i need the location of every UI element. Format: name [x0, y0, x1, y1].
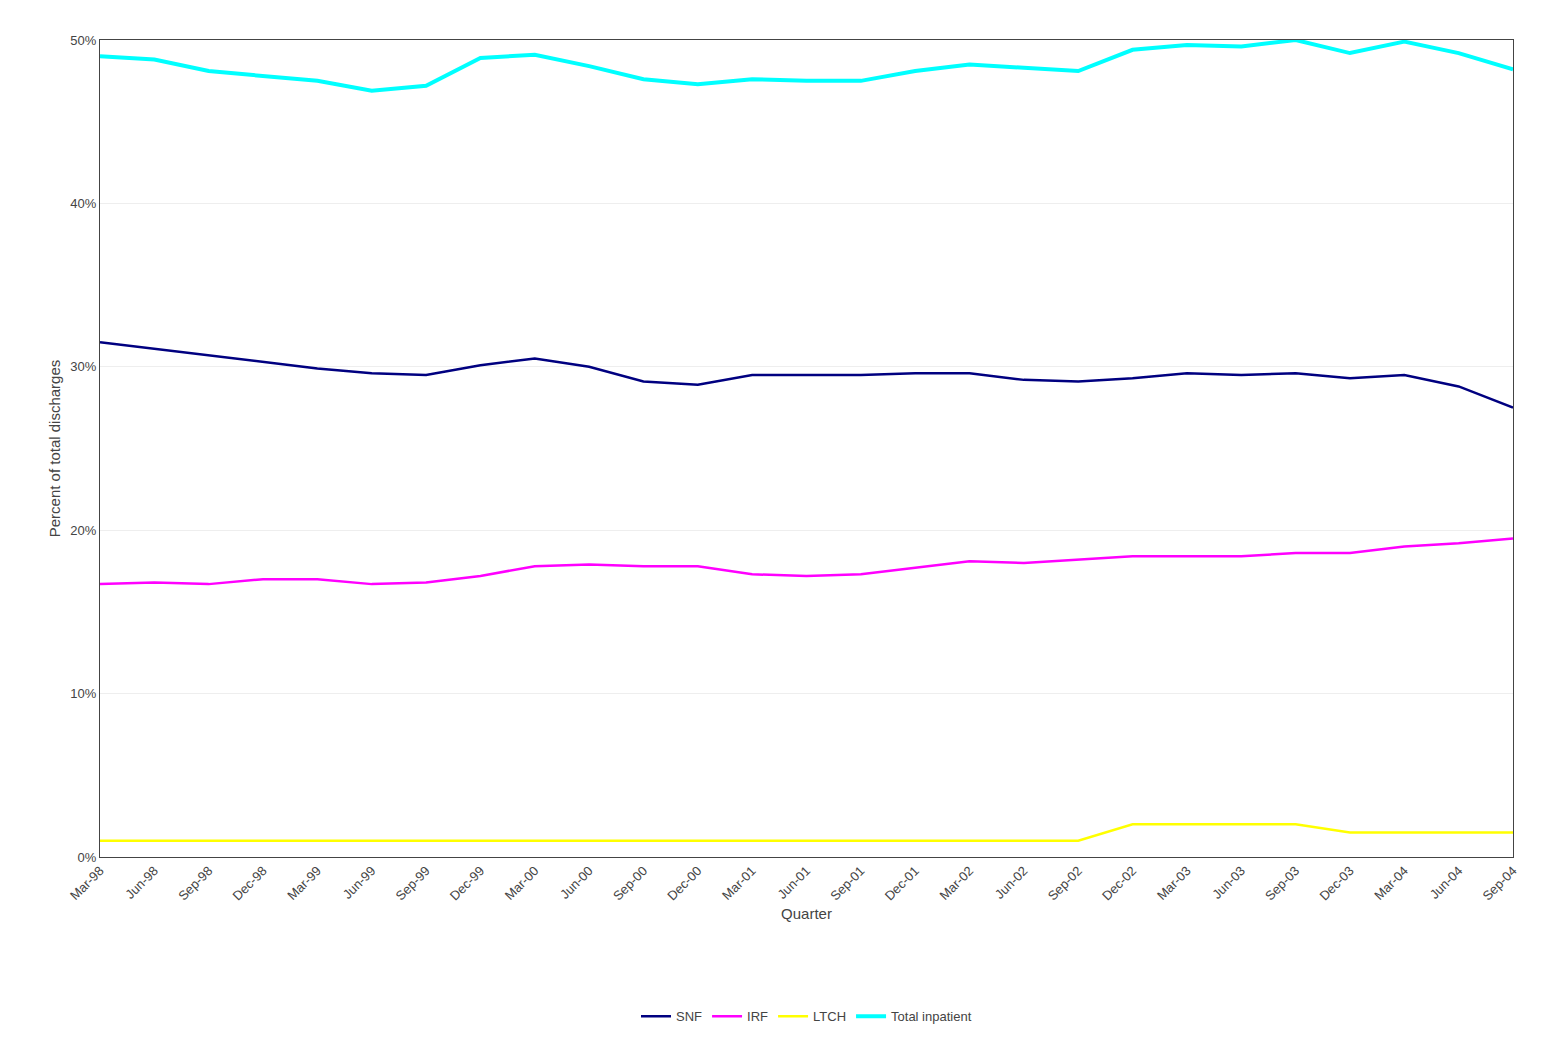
svg-text:Sep-04: Sep-04: [1479, 863, 1519, 903]
svg-text:Jun-02: Jun-02: [992, 863, 1031, 902]
svg-text:LTCH: LTCH: [813, 1009, 846, 1024]
svg-text:Mar-01: Mar-01: [719, 863, 759, 903]
svg-text:Mar-99: Mar-99: [284, 863, 324, 903]
svg-text:Mar-04: Mar-04: [1371, 863, 1411, 903]
svg-text:Mar-00: Mar-00: [502, 863, 542, 903]
svg-text:Jun-01: Jun-01: [775, 863, 814, 902]
svg-text:Sep-98: Sep-98: [175, 863, 215, 903]
svg-text:Mar-03: Mar-03: [1154, 863, 1194, 903]
svg-text:Sep-02: Sep-02: [1045, 863, 1085, 903]
svg-text:Dec-00: Dec-00: [664, 863, 704, 903]
svg-text:Total inpatient: Total inpatient: [891, 1009, 972, 1024]
svg-text:Jun-03: Jun-03: [1209, 863, 1248, 902]
svg-text:50%: 50%: [70, 33, 96, 48]
svg-text:SNF: SNF: [676, 1009, 702, 1024]
svg-text:10%: 10%: [70, 686, 96, 701]
svg-text:Quarter: Quarter: [781, 905, 832, 922]
svg-text:Dec-01: Dec-01: [882, 863, 922, 903]
svg-text:Mar-02: Mar-02: [937, 863, 977, 903]
svg-text:Sep-99: Sep-99: [393, 863, 433, 903]
svg-text:Sep-00: Sep-00: [610, 863, 650, 903]
svg-text:IRF: IRF: [747, 1009, 768, 1024]
svg-text:Percent of total discharges: Percent of total discharges: [46, 360, 63, 538]
svg-text:Jun-00: Jun-00: [557, 863, 596, 902]
svg-text:Sep-01: Sep-01: [827, 863, 867, 903]
svg-text:Dec-99: Dec-99: [447, 863, 487, 903]
svg-text:Jun-99: Jun-99: [340, 863, 379, 902]
svg-text:Dec-02: Dec-02: [1099, 863, 1139, 903]
svg-text:20%: 20%: [70, 523, 96, 538]
svg-text:Mar-98: Mar-98: [67, 863, 107, 903]
svg-text:Jun-04: Jun-04: [1427, 863, 1466, 902]
svg-text:Dec-98: Dec-98: [230, 863, 270, 903]
svg-text:30%: 30%: [70, 359, 96, 374]
svg-text:Dec-03: Dec-03: [1316, 863, 1356, 903]
svg-text:0%: 0%: [78, 850, 97, 865]
svg-text:40%: 40%: [70, 196, 96, 211]
svg-text:Jun-98: Jun-98: [122, 863, 161, 902]
svg-text:Sep-03: Sep-03: [1262, 863, 1302, 903]
